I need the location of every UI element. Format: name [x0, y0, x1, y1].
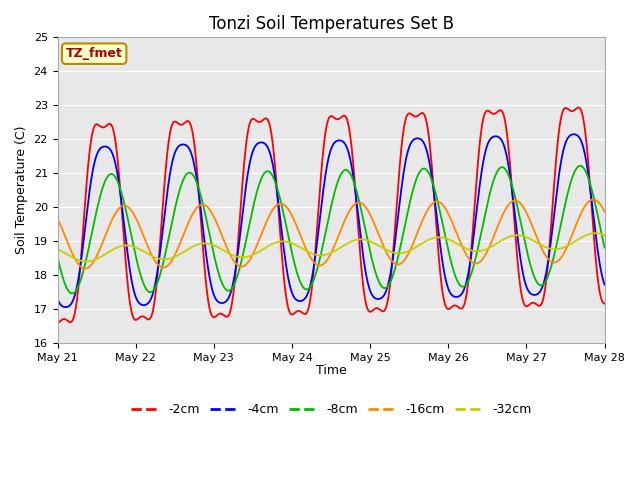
Legend: -2cm, -4cm, -8cm, -16cm, -32cm: -2cm, -4cm, -8cm, -16cm, -32cm — [125, 398, 536, 421]
Text: TZ_fmet: TZ_fmet — [66, 47, 123, 60]
X-axis label: Time: Time — [316, 364, 346, 377]
Title: Tonzi Soil Temperatures Set B: Tonzi Soil Temperatures Set B — [209, 15, 454, 33]
Y-axis label: Soil Temperature (C): Soil Temperature (C) — [15, 126, 28, 254]
